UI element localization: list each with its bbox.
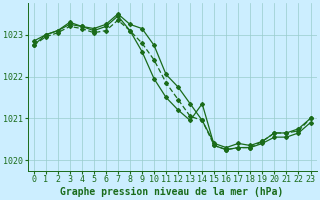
X-axis label: Graphe pression niveau de la mer (hPa): Graphe pression niveau de la mer (hPa)	[60, 186, 284, 197]
